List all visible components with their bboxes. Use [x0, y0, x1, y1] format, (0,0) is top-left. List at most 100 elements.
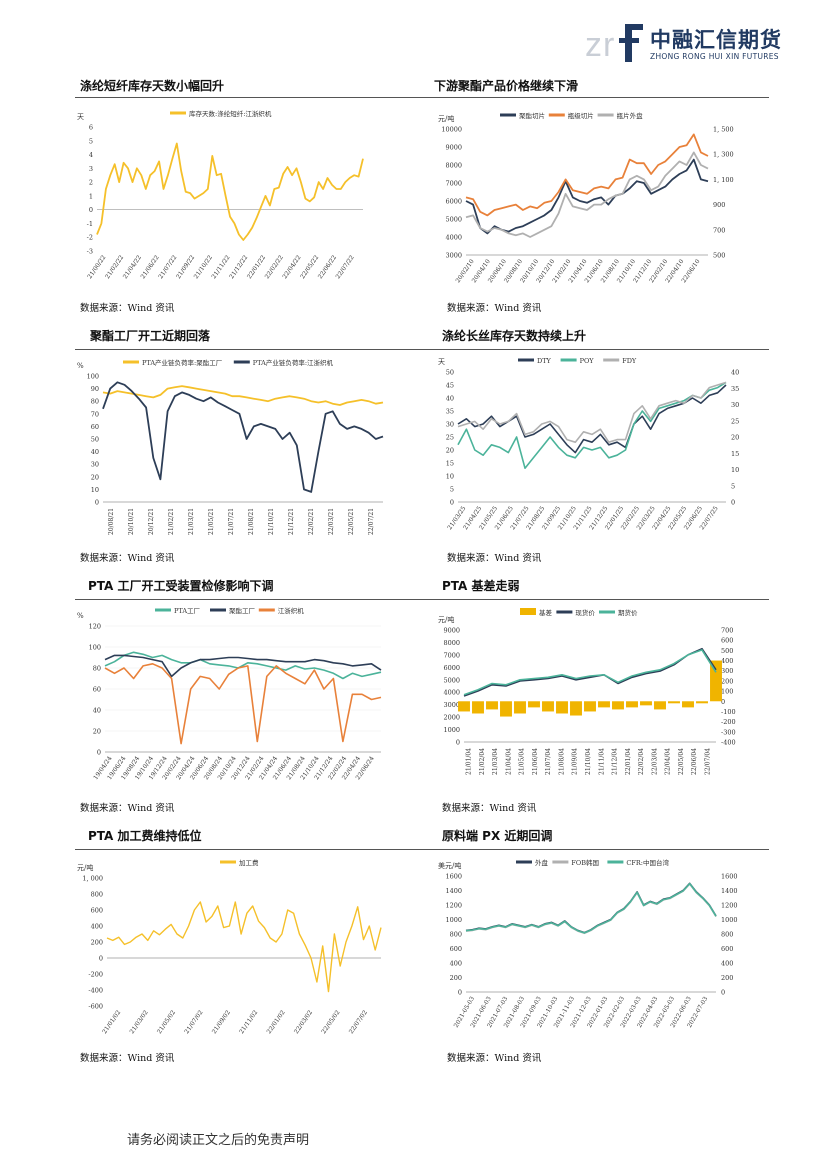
- y-tick-label: 60: [93, 686, 101, 694]
- y-tick-label: 45: [446, 382, 454, 390]
- x-tick-label: 22/07/21: [368, 508, 375, 535]
- y-right-tick-label: 1400: [721, 887, 738, 895]
- chart-pta-basis: 基差 现货价 期货价 元/吨 0 1000 2000 3000 4000 5000 6000 7000…: [436, 602, 756, 792]
- y-tick-label: 0: [89, 206, 93, 214]
- y-tick-label: 7000: [443, 651, 460, 659]
- series-line: [465, 158, 709, 235]
- x-tick-label: 22/02/21: [308, 508, 315, 535]
- x-tick-label: 20/08/21: [108, 508, 115, 535]
- y-right-tick-label: 1200: [721, 902, 738, 910]
- series-line: [102, 381, 384, 493]
- x-tick-label: 21/07/04: [545, 748, 552, 775]
- legend-label: 聚酯工厂: [229, 607, 256, 615]
- legend-label: PTA产业链负荷率:江浙织机: [253, 358, 334, 367]
- bar: [710, 660, 722, 702]
- x-tick-label: 20/12/21: [148, 508, 155, 535]
- x-tick-label: 21/03/02: [129, 1009, 150, 1035]
- y-tick-label: 8000: [443, 639, 460, 647]
- series-line: [104, 651, 382, 680]
- series-line: [96, 142, 364, 241]
- y-tick-label: 200: [91, 939, 103, 947]
- bar: [500, 701, 512, 717]
- y-right-tick-label: 600: [721, 945, 733, 953]
- chart-polyester-prices: 聚酯切片 瓶级切片 瓶片外盘 元/吨 3000 4000 5000 6000 7000 8000 9…: [436, 103, 756, 291]
- series-line: [463, 649, 717, 696]
- bar: [612, 701, 624, 710]
- legend-label: 外盘: [535, 858, 549, 867]
- bar: [682, 701, 694, 708]
- bar: [472, 701, 484, 714]
- y-tick-label: 800: [450, 931, 462, 939]
- legend-label: 江浙织机: [278, 606, 305, 615]
- y-right-tick-label: 0: [721, 698, 725, 706]
- y-tick-label: -2: [87, 234, 93, 242]
- y-tick-label: 600: [91, 907, 103, 915]
- y-tick-label: 20: [93, 728, 101, 736]
- series-line: [106, 901, 382, 993]
- y-right-tick-label: -100: [721, 708, 736, 716]
- y-tick-label: 1, 000: [82, 875, 103, 883]
- y-right-tick-label: 5: [731, 482, 735, 490]
- y-right-tick-label: 1, 300: [713, 151, 734, 159]
- y-right-tick-label: 500: [713, 252, 725, 260]
- y-tick-label: 70: [91, 410, 99, 418]
- y-right-tick-label: 400: [721, 657, 733, 665]
- y-right-tick-label: 400: [721, 960, 733, 968]
- x-tick-label: 21/05/02: [156, 1009, 177, 1035]
- legend-label: 基差: [539, 608, 553, 617]
- y-tick-label: 3000: [445, 252, 462, 260]
- y-tick-label: 5000: [443, 676, 460, 684]
- y-tick-label: 800: [91, 891, 103, 899]
- x-tick-label: 21/01/04: [466, 748, 473, 775]
- y-tick-label: 80: [91, 398, 99, 406]
- legend-label: PTA产业链负荷率:聚酯工厂: [142, 358, 223, 367]
- data-source: 数据来源：Wind 资讯: [447, 553, 542, 564]
- logo-english-name: ZHONG RONG HUI XIN FUTURES: [650, 52, 779, 61]
- y-tick-label: 200: [450, 974, 462, 982]
- legend-swatch: [520, 608, 536, 615]
- x-tick-label: 22/01/04: [625, 748, 632, 775]
- bar: [458, 701, 470, 712]
- chart-svg: 库存天数:涤纶短纤:江浙织机天-3-2-1012345621/00/2221/0…: [77, 109, 364, 280]
- y-tick-label: 3000: [443, 701, 460, 709]
- y-tick-label: 0: [456, 739, 460, 747]
- y-right-tick-label: 1000: [721, 916, 738, 924]
- svg-text:z: z: [585, 26, 602, 64]
- section-title: 涤纶短纤库存天数小幅回升: [80, 79, 225, 93]
- svg-text:r: r: [603, 26, 614, 64]
- y-tick-label: -200: [88, 971, 103, 979]
- y-tick-label: -3: [87, 248, 93, 256]
- divider: [75, 97, 769, 98]
- x-tick-label: 21/07/02: [183, 1009, 204, 1035]
- y-tick-label: 9000: [445, 144, 462, 152]
- y-right-tick-label: 200: [721, 677, 733, 685]
- x-tick-label: 21/09/04: [572, 748, 579, 775]
- data-source: 数据来源：Wind 资讯: [80, 1053, 175, 1064]
- axis-unit-label: 美元/吨: [438, 861, 461, 870]
- x-tick-label: 21/10/21: [268, 508, 275, 535]
- section-title: PTA 基差走弱: [442, 579, 520, 593]
- legend-label: 加工费: [239, 858, 259, 867]
- y-right-tick-label: -400: [721, 739, 736, 747]
- legend-label: 瓶级切片: [568, 111, 594, 120]
- legend-label: 库存天数:涤纶短纤:江浙织机: [189, 109, 272, 118]
- series-line: [465, 882, 717, 934]
- legend-label: PTA工厂: [174, 607, 201, 615]
- data-source: 数据来源：Wind 资讯: [80, 553, 175, 564]
- legend-label: FOB韩国: [571, 858, 599, 867]
- x-tick-label: 21/01/02: [101, 1009, 122, 1035]
- legend-label: CFR:中国台湾: [626, 858, 669, 867]
- y-right-tick-label: 20: [731, 434, 739, 442]
- y-tick-label: 90: [91, 385, 99, 393]
- x-tick-label: 21/11/02: [238, 1009, 259, 1035]
- y-tick-label: 0: [95, 499, 99, 507]
- chart-px-price: 外盘 FOB韩国 CFR:中国台湾 美元/吨 0 200 400 600 800 1000 1200…: [436, 852, 756, 1042]
- y-tick-label: 80: [93, 665, 101, 673]
- y-tick-label: 1000: [445, 916, 462, 924]
- axis-unit-label: %: [77, 362, 84, 370]
- y-tick-label: 4000: [443, 689, 460, 697]
- series-line: [463, 647, 717, 697]
- y-tick-label: 10: [91, 486, 99, 494]
- chart-svg: PTA产业链负荷率:聚酯工厂 PTA产业链负荷率:江浙织机% 0 10 20 30 40 50…: [77, 358, 384, 535]
